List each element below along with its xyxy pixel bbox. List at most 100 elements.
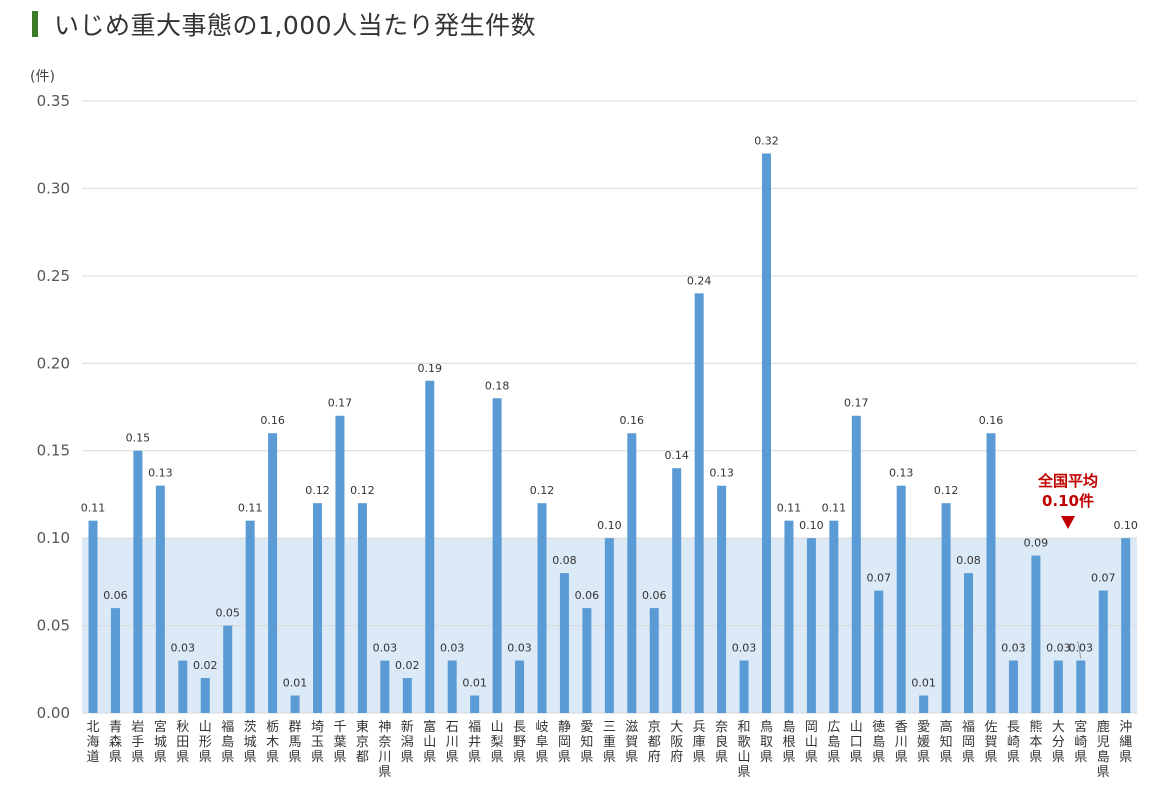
bar	[784, 520, 794, 713]
data-label: 0.32	[754, 134, 779, 147]
data-label: 0.11	[777, 502, 802, 515]
category-label: 石川県	[446, 720, 459, 765]
data-label: 0.13	[889, 467, 914, 480]
average-label-title: 全国平均	[1037, 472, 1098, 490]
category-label: 高知県	[940, 719, 953, 765]
category-label: 山口県	[850, 720, 863, 765]
category-label: 北海道	[86, 720, 99, 765]
data-label: 0.12	[934, 484, 959, 497]
data-label: 0.24	[687, 274, 712, 287]
category-label: 和歌山県	[738, 720, 751, 780]
data-label: 0.01	[462, 677, 487, 690]
category-label: 広島県	[827, 720, 840, 765]
bar	[110, 608, 120, 713]
category-label: 宮崎県	[1074, 719, 1087, 765]
bar	[941, 503, 951, 713]
average-label-value: 0.10件	[1042, 492, 1094, 510]
bar	[694, 293, 704, 713]
bar	[1008, 660, 1018, 713]
data-label: 0.06	[103, 589, 128, 602]
y-tick-label: 0.20	[37, 354, 70, 372]
y-tick-label: 0.30	[37, 179, 70, 197]
category-label: 大分県	[1052, 720, 1065, 765]
data-label: 0.12	[305, 484, 330, 497]
bar	[582, 608, 592, 713]
data-label: 0.02	[395, 659, 420, 672]
bar	[1121, 538, 1131, 713]
bar	[919, 695, 929, 713]
bar	[290, 695, 300, 713]
category-label: 滋賀県	[625, 720, 638, 765]
y-axis-unit-label: (件)	[30, 69, 55, 85]
data-label: 0.10	[597, 519, 622, 532]
data-label: 0.03	[1046, 642, 1071, 655]
x-axis-labels: 北海道青森県岩手県宮城県秋田県山形県福島県茨城県栃木県群馬県埼玉県千葉県東京都神…	[86, 719, 1132, 780]
category-label: 静岡県	[558, 720, 571, 765]
average-arrow-icon	[1061, 516, 1075, 529]
category-label: 長野県	[513, 720, 526, 765]
bar	[88, 520, 98, 713]
category-label: 東京都	[356, 719, 369, 765]
bar	[515, 660, 525, 713]
category-label: 鳥取県	[760, 720, 773, 765]
category-label: 埼玉県	[311, 720, 324, 765]
category-label: 沖縄県	[1119, 720, 1132, 765]
category-label: 千葉県	[333, 720, 346, 765]
bar	[425, 380, 435, 713]
bar	[672, 468, 682, 713]
data-label: 0.03	[171, 642, 196, 655]
leader-line	[1077, 640, 1082, 659]
data-label: 0.11	[81, 502, 106, 515]
bar	[178, 660, 188, 713]
category-label: 神奈川県	[378, 720, 391, 780]
y-axis-ticks: 0.00 0.05 0.10 0.15 0.20 0.25 0.30 0.35	[37, 92, 70, 722]
category-label: 群馬県	[289, 720, 302, 765]
y-tick-label: 0.10	[37, 529, 70, 547]
data-label: 0.14	[664, 449, 689, 462]
bar	[986, 433, 996, 713]
bar	[604, 538, 614, 713]
data-label: 0.13	[709, 467, 734, 480]
data-label: 0.03	[507, 642, 532, 655]
category-label: 青森県	[109, 720, 122, 765]
category-label: 山梨県	[491, 720, 504, 765]
data-label: 0.03	[1069, 642, 1094, 655]
bar	[447, 660, 457, 713]
data-label: 0.07	[1091, 572, 1116, 585]
bar	[1053, 660, 1063, 713]
category-label: 京都府	[648, 720, 661, 765]
bar	[649, 608, 659, 713]
category-label: 栃木県	[266, 720, 279, 765]
data-label: 0.03	[1001, 642, 1026, 655]
page-title: いじめ重大事態の1,000人当たり発生件数	[54, 11, 537, 40]
bar	[335, 415, 345, 713]
data-label: 0.18	[485, 379, 510, 392]
category-label: 徳島県	[872, 720, 885, 765]
category-label: 茨城県	[244, 720, 257, 765]
bar	[268, 433, 278, 713]
gridlines	[82, 100, 1137, 714]
bar	[470, 695, 480, 713]
average-annotation: 全国平均 0.10件	[1037, 472, 1098, 529]
bar	[717, 485, 727, 713]
y-tick-label: 0.00	[37, 704, 70, 722]
bar	[380, 660, 390, 713]
data-label: 0.16	[620, 414, 645, 427]
bars	[88, 153, 1131, 713]
bar	[357, 503, 367, 713]
category-label: 山形県	[199, 720, 212, 765]
data-label: 0.12	[350, 484, 375, 497]
category-label: 長崎県	[1007, 720, 1020, 765]
data-label: 0.07	[867, 572, 892, 585]
bar	[1076, 660, 1086, 713]
data-label: 0.16	[979, 414, 1004, 427]
category-label: 大阪府	[670, 720, 683, 765]
bar	[964, 573, 974, 713]
data-labels: 0.11 0.06 0.15 0.13 0.03 0.02 0.05 0.11 0.16 0.01…	[81, 134, 1138, 689]
bar	[200, 678, 210, 713]
bar	[559, 573, 569, 713]
title-accent-bar	[32, 11, 38, 37]
data-label: 0.16	[260, 414, 285, 427]
bar	[739, 660, 749, 713]
